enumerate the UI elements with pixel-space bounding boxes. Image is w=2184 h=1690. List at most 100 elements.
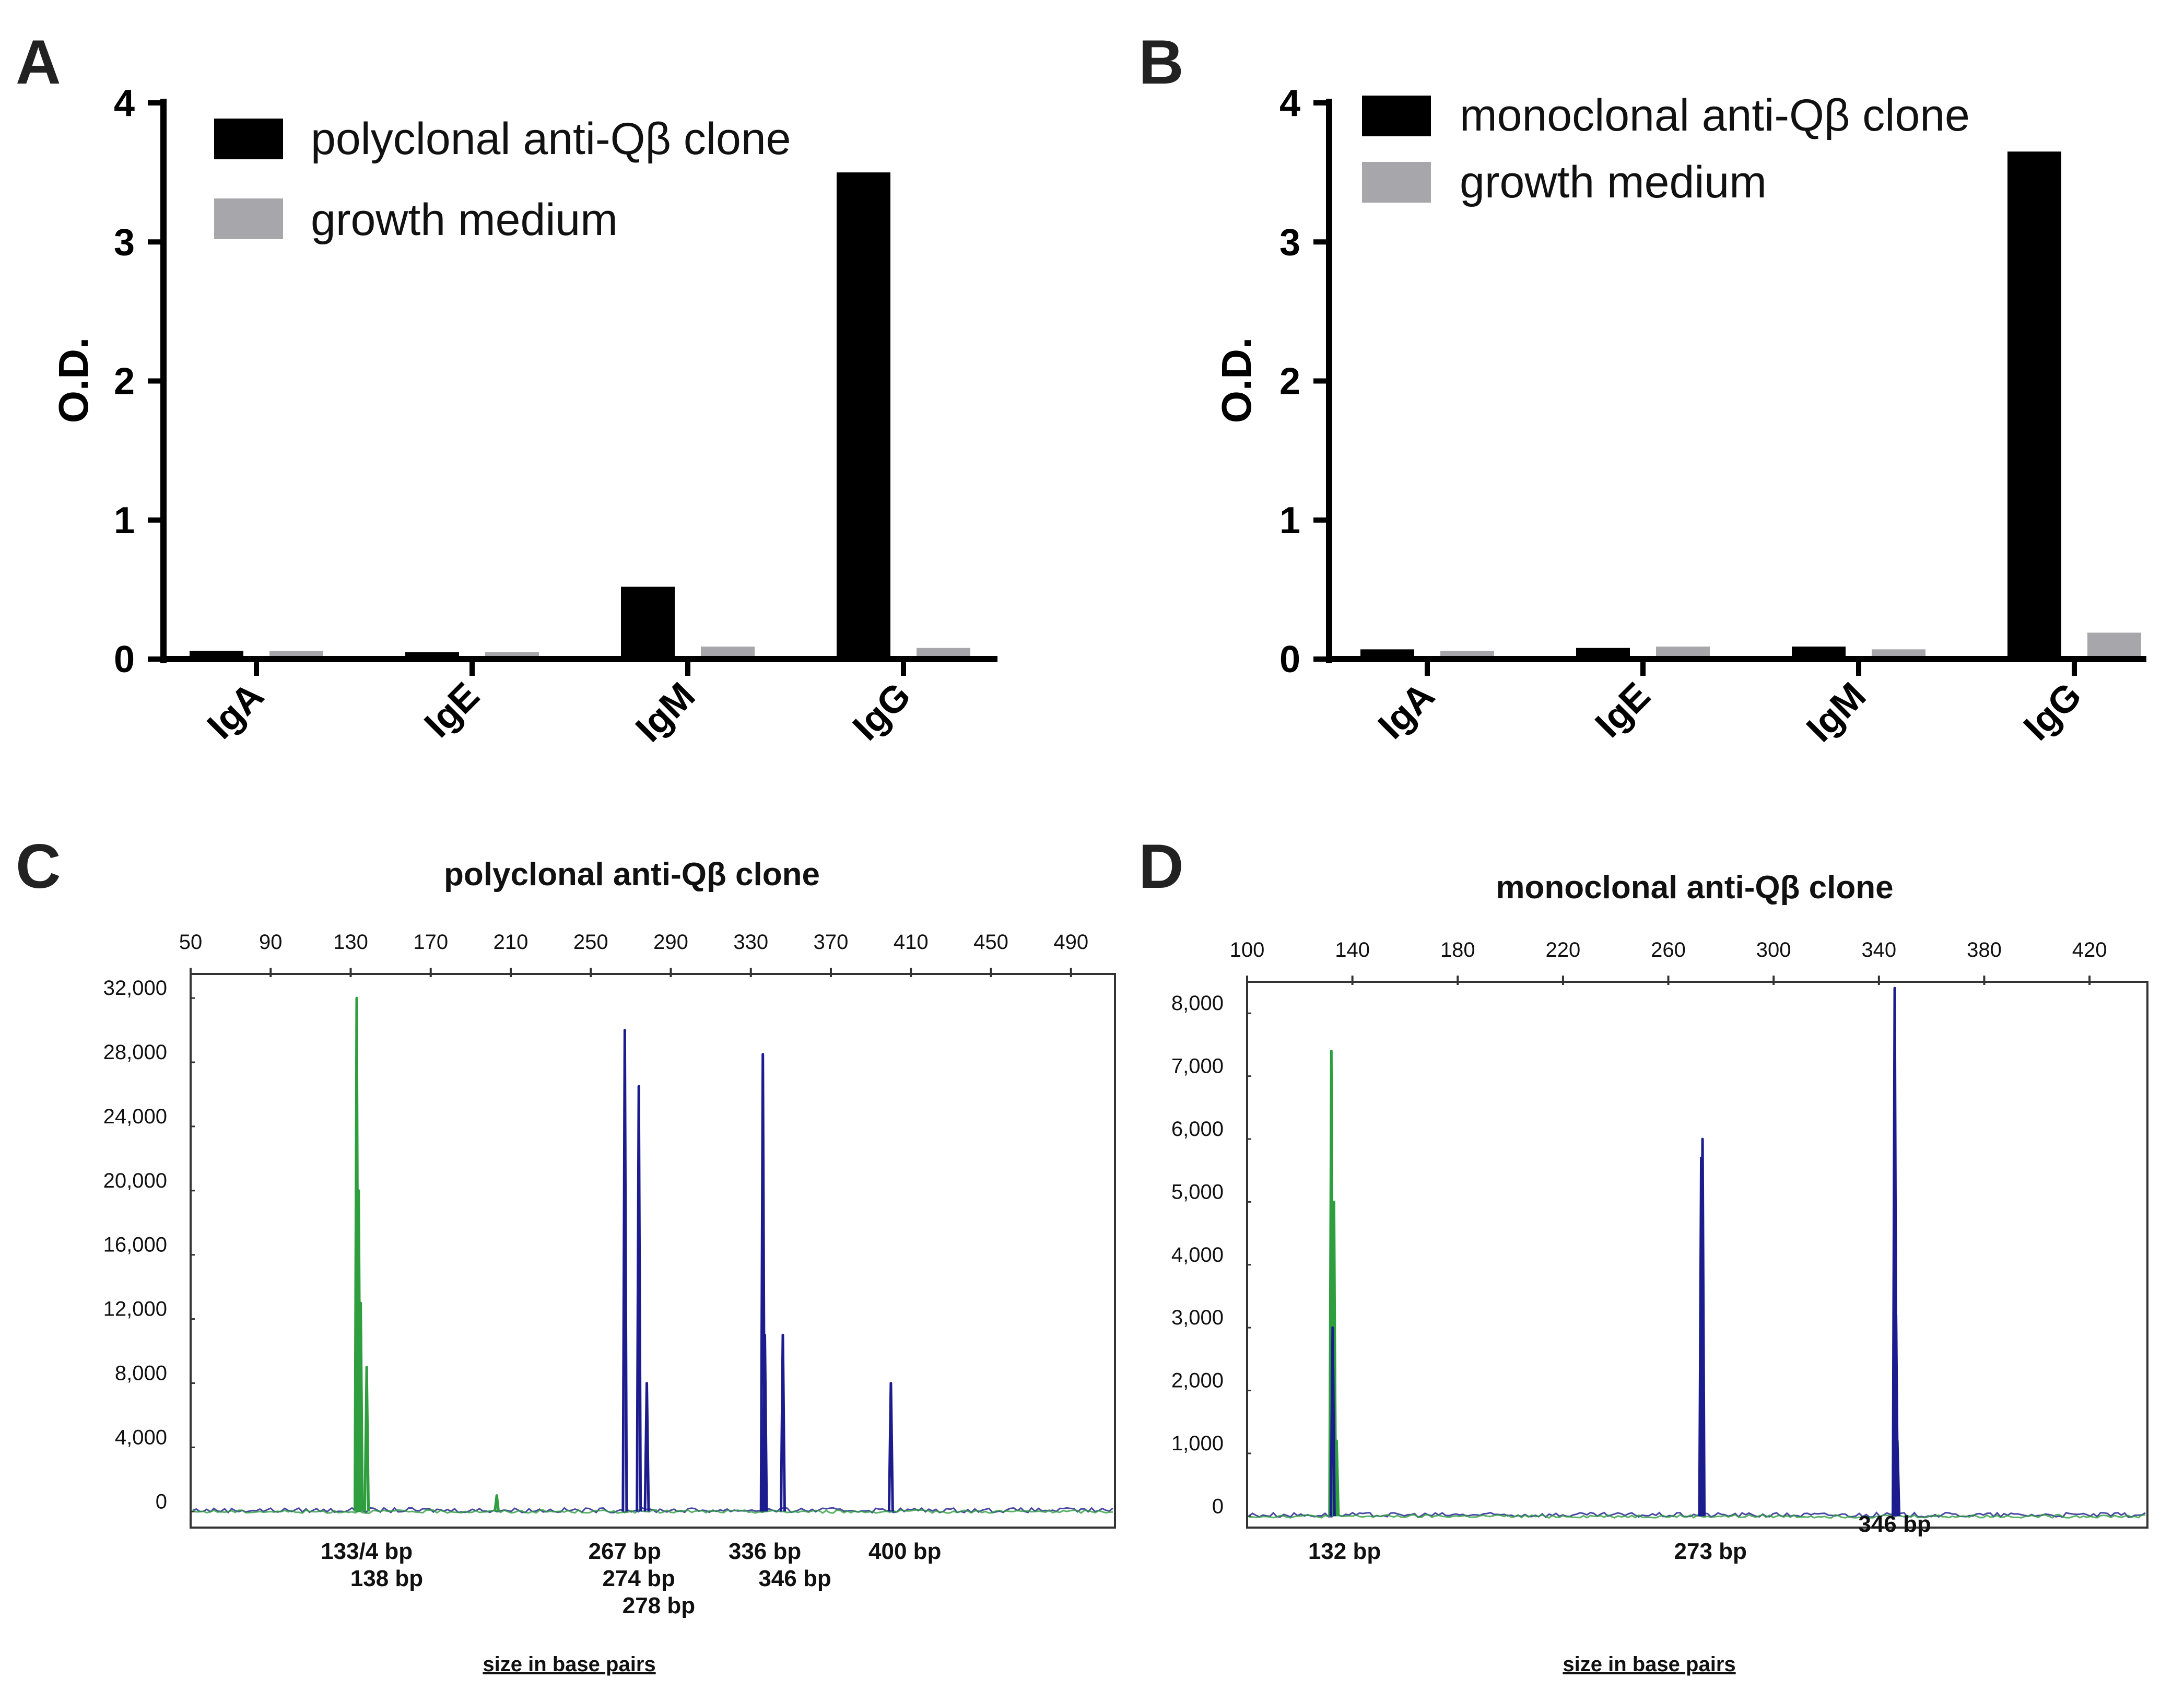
y-tick-label: 0: [156, 1490, 167, 1513]
bar-secondary-igg: [2087, 632, 2141, 659]
y-tick-label: 28,000: [103, 1041, 167, 1064]
peak-label: 133/4 bp: [321, 1539, 413, 1564]
trace-chart-c: polyclonal anti-Qβ clone size in base pa…: [103, 856, 1116, 1676]
panel-letter-b: B: [1138, 27, 1184, 97]
legend-label-secondary: growth medium: [311, 195, 618, 245]
bar-primary-igg: [2007, 151, 2061, 659]
peak-blue-278: [643, 1381, 650, 1512]
peak-label: 346 bp: [1858, 1511, 1931, 1537]
x-axis-caption: size in base pairs: [1563, 1653, 1735, 1676]
peak-label: 274 bp: [602, 1566, 675, 1591]
peak-blue-132.5: [1329, 1326, 1336, 1517]
y-tick-label: 16,000: [103, 1234, 167, 1257]
category-label-igg: IgG: [2016, 675, 2089, 748]
x-tick-label: 490: [1053, 931, 1088, 954]
y-tick-label: 4,000: [115, 1426, 167, 1449]
peak-label: 346 bp: [758, 1566, 831, 1591]
x-tick-label: 380: [1967, 938, 2002, 961]
baseline-green: [192, 1509, 1113, 1514]
peak-label: 138 bp: [350, 1566, 423, 1591]
peak-label: 278 bp: [623, 1593, 695, 1618]
legend-label-primary: monoclonal anti-Qβ clone: [1460, 90, 1970, 140]
x-tick-label: 450: [973, 931, 1008, 954]
x-tick-label: 90: [259, 931, 283, 954]
category-label-igm: IgM: [1799, 675, 1874, 750]
y-tick-label: 4,000: [1171, 1243, 1224, 1266]
y-tick-label: 12,000: [103, 1298, 167, 1321]
y-tick-label: 3: [1279, 221, 1300, 263]
y-tick-label: 4: [114, 83, 135, 124]
x-tick-label: 300: [1756, 938, 1791, 961]
x-tick-label: 420: [2072, 938, 2107, 961]
legend: polyclonal anti-Qβ clone growth medium: [214, 114, 791, 245]
x-tick-label: 340: [1861, 938, 1896, 961]
y-tick-label: 20,000: [103, 1169, 167, 1192]
panel-letter-c: C: [16, 831, 61, 901]
x-tick-label: 180: [1440, 938, 1475, 961]
x-tick-label: 260: [1651, 938, 1686, 961]
chart-title: monoclonal anti-Qβ clone: [1496, 870, 1893, 906]
category-label-iga: IgA: [1370, 675, 1443, 747]
plot-frame: [1246, 981, 2148, 1529]
y-axis-title: O.D.: [1213, 337, 1260, 423]
chart-title: polyclonal anti-Qβ clone: [444, 856, 820, 893]
peak-label: 132 bp: [1308, 1539, 1381, 1564]
y-tick-label: 3: [114, 221, 135, 263]
y-tick-label: 0: [114, 639, 135, 680]
y-tick-label: 0: [1212, 1495, 1224, 1518]
plot-frame: [190, 973, 1116, 1529]
x-tick-label: 290: [653, 931, 688, 954]
peak-blue-400: [887, 1381, 894, 1512]
x-tick-label: 330: [733, 931, 768, 954]
x-tick-label: 220: [1546, 938, 1581, 961]
x-tick-label: 140: [1335, 938, 1370, 961]
peak-blue-337: [761, 1333, 768, 1512]
x-tick-label: 370: [814, 931, 849, 954]
y-tick-label: 1,000: [1171, 1432, 1224, 1455]
y-tick-label: 2: [1279, 361, 1300, 403]
category-label-igg: IgG: [845, 675, 919, 748]
legend-label-primary: polyclonal anti-Qβ clone: [311, 114, 791, 164]
legend-swatch-secondary: [214, 198, 283, 239]
y-tick-label: 32,000: [103, 977, 167, 1000]
y-tick-label: 7,000: [1171, 1055, 1224, 1078]
x-tick-label: 410: [894, 931, 929, 954]
x-tick-label: 210: [494, 931, 529, 954]
y-tick-label: 2: [114, 361, 135, 403]
x-tick-label: 130: [333, 931, 368, 954]
y-tick-label: 4: [1279, 83, 1300, 124]
y-tick-label: 3,000: [1171, 1306, 1224, 1329]
peak-label: 336 bp: [729, 1539, 801, 1564]
y-tick-label: 1: [1279, 500, 1300, 542]
y-tick-label: 5,000: [1171, 1180, 1224, 1203]
x-tick-label: 50: [179, 931, 203, 954]
y-tick-label: 0: [1279, 639, 1300, 680]
peak-green-138: [363, 1366, 370, 1512]
y-axis-title: O.D.: [50, 337, 97, 423]
peak-blue-272.5: [1698, 1156, 1705, 1517]
legend: monoclonal anti-Qβ clone growth medium: [1362, 90, 1970, 207]
y-tick-label: 8,000: [115, 1362, 167, 1384]
category-label-igm: IgM: [628, 675, 703, 750]
x-tick-label: 170: [413, 931, 448, 954]
peak-green-203: [494, 1494, 500, 1512]
y-tick-label: 8,000: [1171, 992, 1224, 1015]
peak-blue-347: [1894, 1439, 1901, 1517]
peak-label: 400 bp: [868, 1539, 941, 1564]
category-label-ige: IgE: [417, 675, 488, 746]
trace-chart-d: monoclonal anti-Qβ clone size in base pa…: [1171, 870, 2148, 1676]
y-tick-label: 24,000: [103, 1105, 167, 1128]
category-label-ige: IgE: [1588, 675, 1659, 746]
y-tick-label: 1: [114, 500, 135, 542]
x-tick-label: 100: [1230, 938, 1265, 961]
legend-label-secondary: growth medium: [1460, 157, 1767, 207]
x-tick-label: 250: [573, 931, 608, 954]
x-axis-caption: size in base pairs: [483, 1653, 655, 1676]
peak-label: 267 bp: [589, 1539, 661, 1564]
bar-primary-igg: [837, 172, 890, 659]
panel-letter-a: A: [16, 27, 61, 97]
peak-blue-274: [636, 1085, 642, 1512]
panel-letter-d: D: [1138, 831, 1184, 901]
peak-green-135: [357, 1301, 364, 1512]
